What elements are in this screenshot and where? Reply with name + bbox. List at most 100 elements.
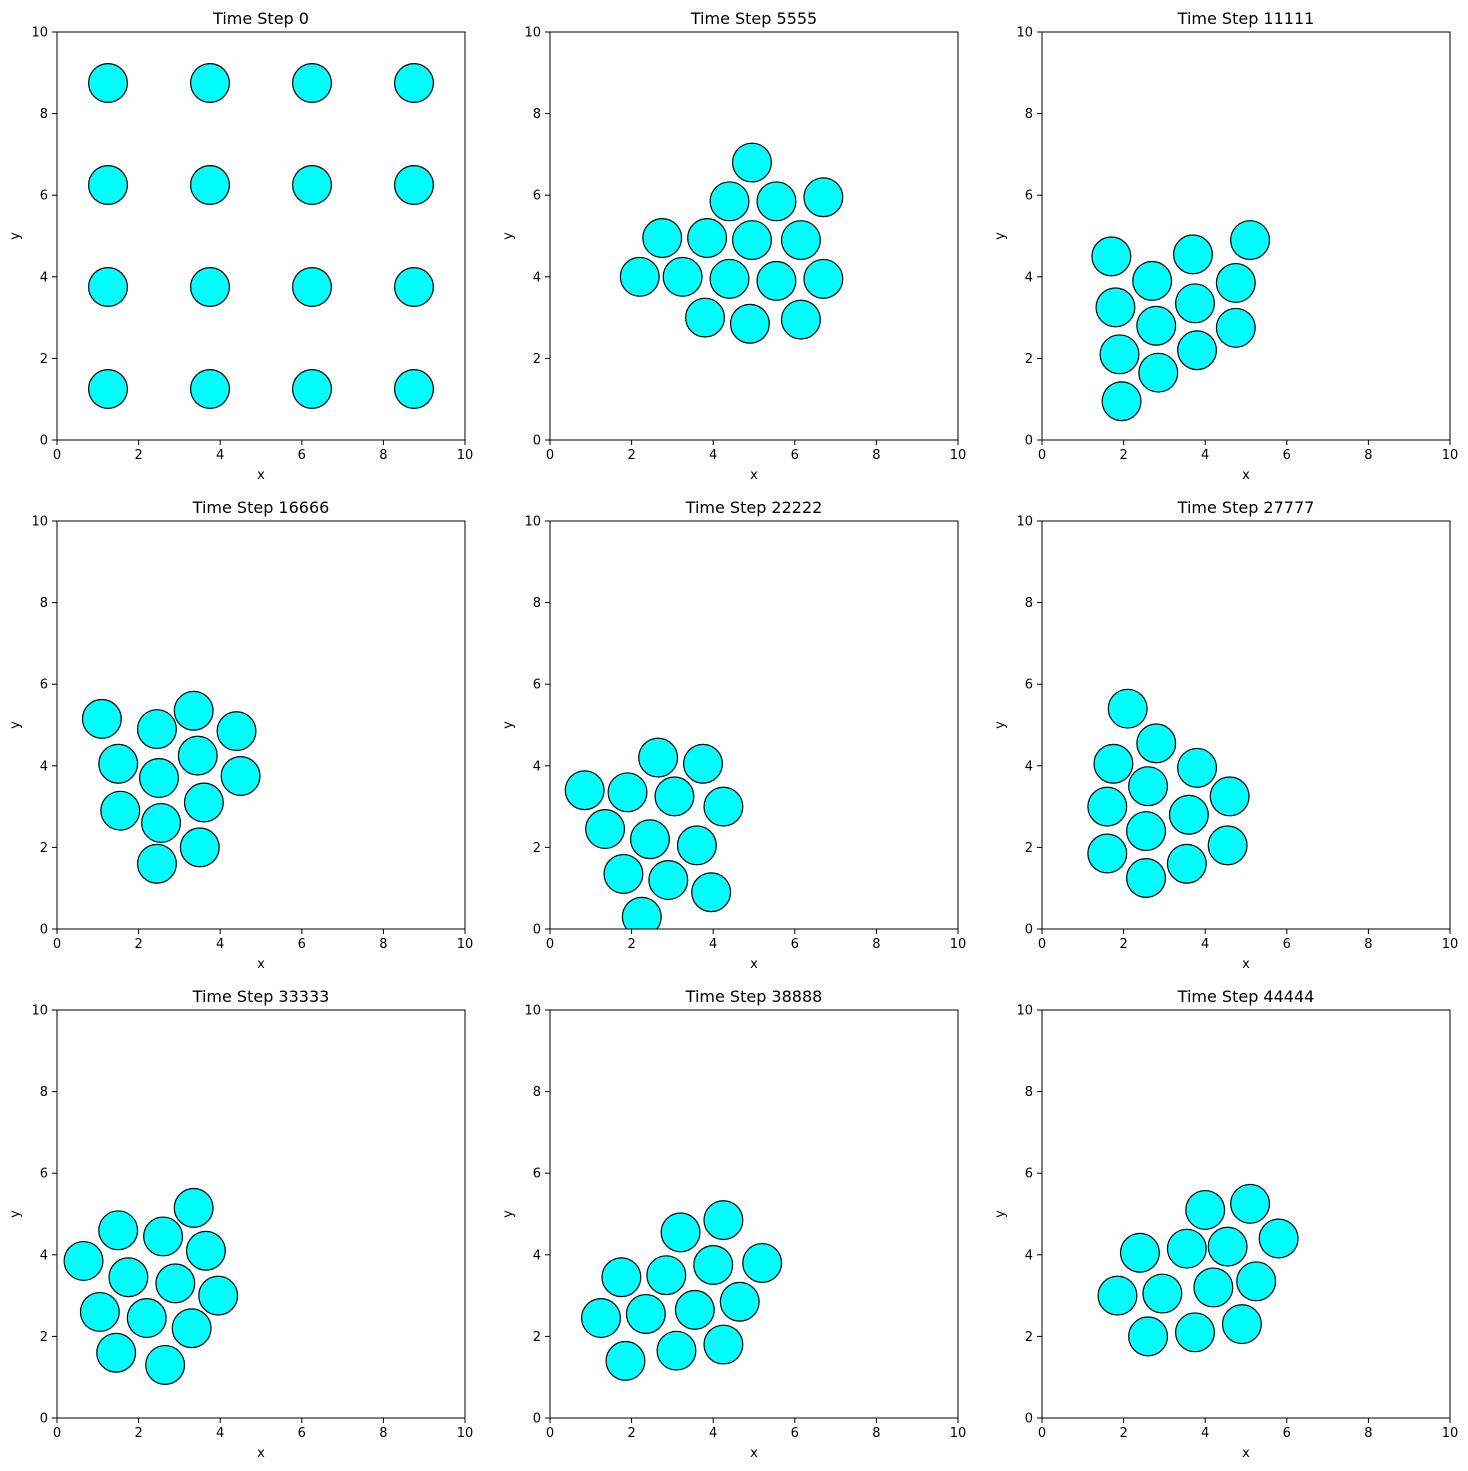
y-tick-label: 2 <box>533 1330 541 1345</box>
particle-marker <box>190 267 230 307</box>
particle-marker <box>780 299 821 340</box>
particles <box>1091 220 1271 422</box>
particle-marker <box>198 1275 239 1316</box>
particle-marker <box>1177 330 1218 371</box>
particle-marker <box>625 1293 666 1334</box>
particle-marker <box>1097 1275 1138 1316</box>
particle-marker <box>687 218 728 259</box>
particle-marker <box>1175 283 1215 324</box>
particle-marker <box>177 735 218 776</box>
particle-marker <box>220 756 261 796</box>
x-tick-label: 2 <box>627 937 635 952</box>
x-tick-label: 6 <box>791 1426 799 1441</box>
x-tick-label: 8 <box>1364 937 1372 952</box>
y-tick-label: 2 <box>1025 352 1033 367</box>
x-tick-label: 0 <box>53 1426 61 1441</box>
y-tick-label: 2 <box>533 352 541 367</box>
x-tick-label: 2 <box>1119 1426 1127 1441</box>
particle-marker <box>654 776 695 817</box>
subplot-0: 0 2 4 6 8 10 0 2 4 6 8 10 Time Step 0 x y <box>8 9 473 483</box>
y-tick-label: 10 <box>31 1004 48 1019</box>
x-axis-label: x <box>1242 1446 1250 1461</box>
particle-marker <box>63 1240 104 1281</box>
particle-marker <box>1215 262 1256 303</box>
particle-marker <box>292 165 332 205</box>
y-tick-label: 8 <box>40 107 48 122</box>
subplot-2: 0 2 4 6 8 10 0 2 4 6 8 10 Time Step 11111 x y <box>993 9 1458 483</box>
particle-marker <box>1107 688 1148 729</box>
x-tick-label: 4 <box>1201 1426 1209 1441</box>
particle-marker <box>143 1216 184 1257</box>
axes-frame <box>56 31 466 441</box>
particle-marker <box>1136 305 1177 346</box>
particle-marker <box>1168 794 1209 835</box>
particle-marker <box>693 1245 734 1285</box>
particle-marker <box>141 802 182 843</box>
x-tick-label: 4 <box>1201 448 1209 463</box>
y-tick-label: 8 <box>40 1085 48 1100</box>
particle-marker <box>1207 1226 1248 1267</box>
x-tick-label: 4 <box>216 1426 224 1441</box>
particle-marker <box>1128 766 1169 807</box>
y-tick-label: 2 <box>533 841 541 856</box>
particle-marker <box>292 267 332 307</box>
y-axis-label: y <box>8 721 23 729</box>
y-tick-label: 0 <box>1025 434 1033 449</box>
subplot-title: Time Step 5555 <box>690 9 817 28</box>
particle-marker <box>731 220 772 261</box>
particle-marker <box>709 258 750 299</box>
y-axis-label: y <box>501 232 516 240</box>
x-tick-label: 2 <box>627 1426 635 1441</box>
y-tick-label: 8 <box>533 596 541 611</box>
x-tick-label: 4 <box>216 937 224 952</box>
axes-frame <box>56 1009 466 1419</box>
subplot-title: Time Step 22222 <box>685 498 823 517</box>
y-tick-label: 4 <box>533 270 541 285</box>
particle-marker <box>581 1298 621 1339</box>
x-tick-label: 6 <box>298 937 306 952</box>
particle-marker <box>108 1257 149 1298</box>
particle-marker <box>98 1210 139 1251</box>
x-tick-label: 4 <box>216 448 224 463</box>
particle-marker <box>1087 786 1128 827</box>
particle-marker <box>179 827 220 868</box>
y-axis-label: y <box>501 1210 516 1218</box>
particle-marker <box>803 177 844 218</box>
particle-marker <box>96 1332 137 1373</box>
particle-marker <box>719 1281 760 1322</box>
particle-marker <box>619 256 660 297</box>
particles <box>1097 1183 1299 1357</box>
y-tick-label: 6 <box>1025 1167 1033 1182</box>
particle-marker <box>729 303 770 344</box>
particle-marker <box>605 1340 646 1381</box>
particle-marker <box>1093 743 1134 784</box>
y-tick-label: 4 <box>533 1248 541 1263</box>
y-tick-label: 2 <box>1025 841 1033 856</box>
particle-marker <box>1091 236 1132 277</box>
particle-marker <box>1185 1189 1226 1230</box>
particle-marker <box>742 1242 783 1283</box>
particle-marker <box>394 63 434 103</box>
particle-marker <box>1177 747 1218 788</box>
y-tick-label: 10 <box>1016 515 1033 530</box>
particle-marker <box>709 181 750 222</box>
x-axis-label: x <box>750 957 758 972</box>
x-tick-label: 2 <box>134 1426 142 1441</box>
y-axis-label: y <box>8 232 23 240</box>
particle-marker <box>703 1324 744 1365</box>
y-tick-label: 8 <box>1025 1085 1033 1100</box>
particle-marker <box>155 1263 196 1304</box>
particle-marker <box>607 772 648 813</box>
x-tick-label: 0 <box>546 448 554 463</box>
y-tick-label: 0 <box>533 434 541 449</box>
y-tick-label: 4 <box>40 270 48 285</box>
y-tick-label: 10 <box>1016 1004 1033 1019</box>
x-tick-label: 0 <box>546 1426 554 1441</box>
x-tick-label: 6 <box>1283 1426 1291 1441</box>
particle-marker <box>1258 1218 1299 1259</box>
y-tick-label: 4 <box>1025 759 1033 774</box>
x-tick-label: 6 <box>298 448 306 463</box>
particle-marker <box>674 1289 715 1330</box>
particle-marker <box>1101 381 1142 422</box>
x-tick-label: 10 <box>1442 1426 1459 1441</box>
